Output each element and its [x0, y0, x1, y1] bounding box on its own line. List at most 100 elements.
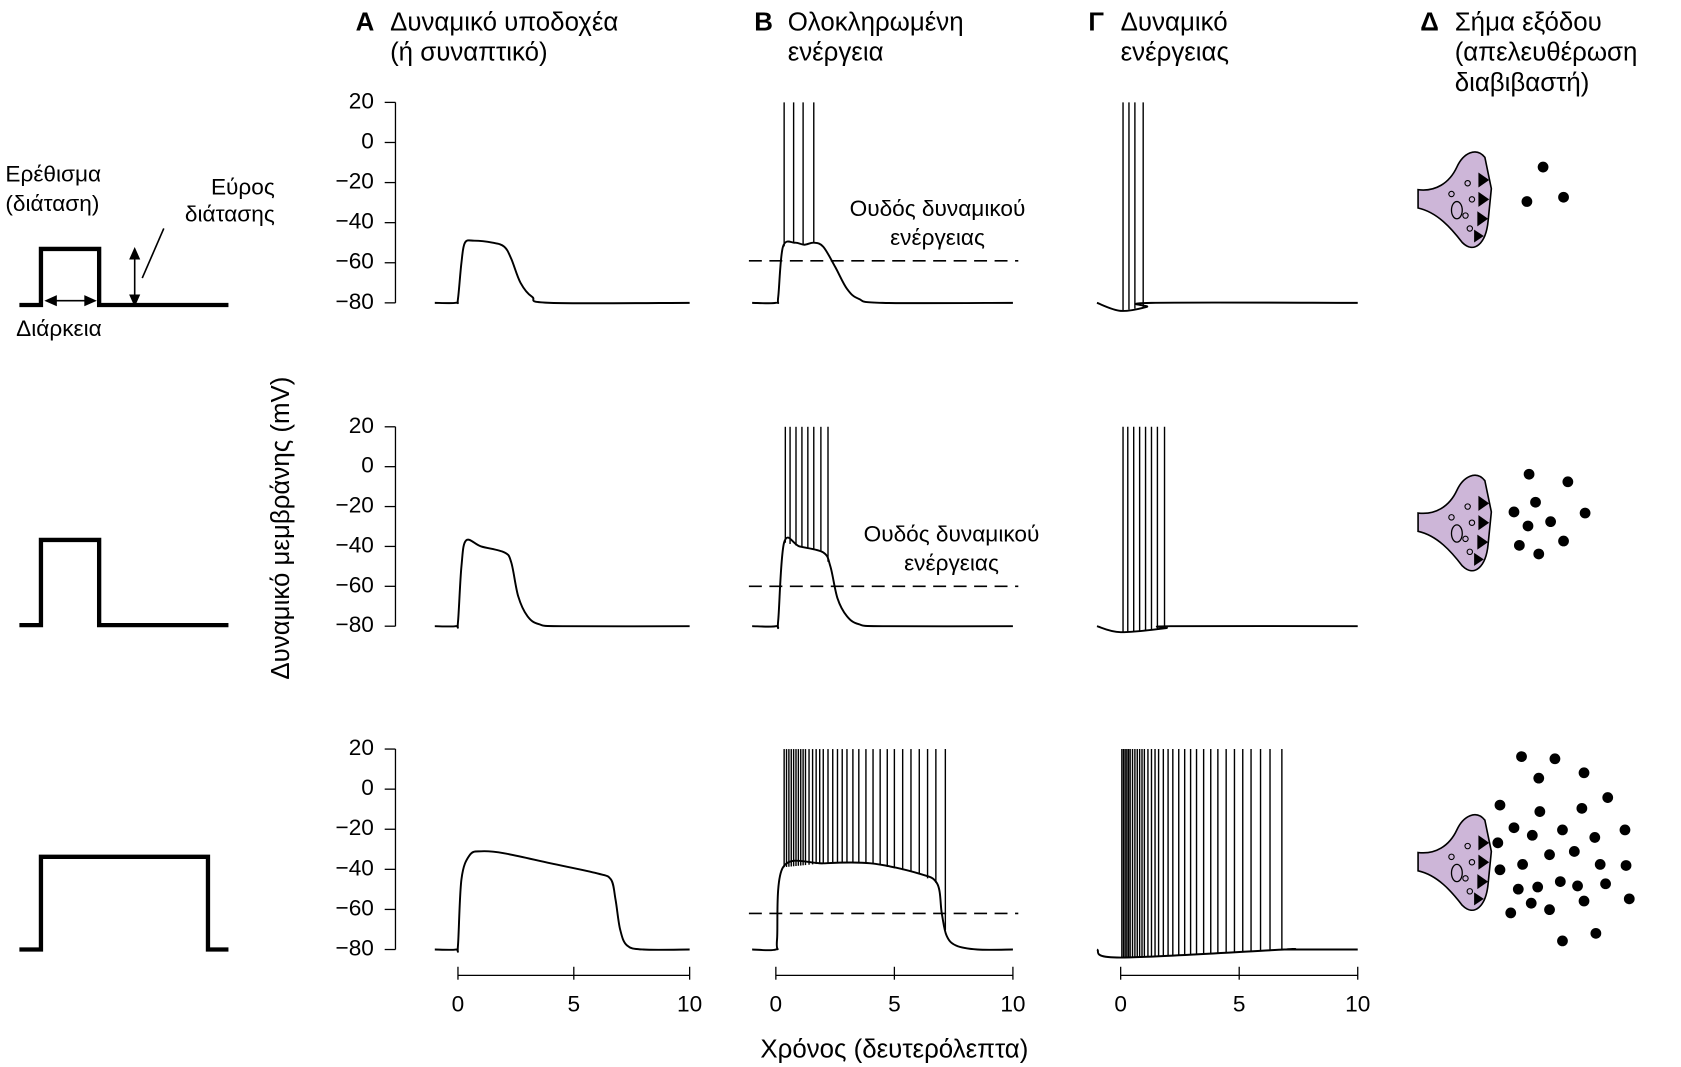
x-tick-label: 0 [770, 992, 783, 1017]
transmitter-dot [1623, 893, 1635, 905]
transmitter-dot [1537, 161, 1549, 173]
x-tick-label: 10 [1345, 992, 1370, 1017]
threshold-label: ενέργειας [890, 225, 985, 250]
column-title: διαβιβαστή) [1455, 69, 1590, 97]
transmitter-dot [1517, 858, 1528, 870]
transmitter-dot [1513, 539, 1525, 551]
x-tick-label: 0 [452, 992, 465, 1017]
transmitter-dot [1576, 802, 1588, 814]
transmitter-dot [1568, 846, 1580, 857]
x-tick-label: 5 [888, 992, 901, 1017]
column-letter: A [356, 9, 375, 37]
column-title: Δυναμικό υποδοχέα [390, 9, 618, 37]
transmitter-dot [1554, 876, 1566, 888]
transmitter-dot [1516, 751, 1527, 762]
transmitter-dot [1521, 196, 1533, 207]
trace [1096, 947, 1358, 959]
transmitter-dot [1532, 881, 1544, 893]
column-title: (απελευθέρωση [1455, 39, 1638, 67]
transmitter-dot [1549, 753, 1561, 765]
y-tick-label: 0 [361, 453, 374, 478]
stimulus-pulse [19, 854, 229, 952]
transmitter-dot [1557, 824, 1568, 836]
y-tick-label: −40 [336, 855, 374, 880]
trace [1096, 301, 1358, 312]
transmitter-dot [1508, 506, 1520, 518]
column-title: Σήμα εξόδου [1455, 9, 1602, 37]
transmitter-dot [1508, 822, 1520, 834]
y-tick-label: 20 [349, 735, 374, 760]
nerve-terminal [1417, 474, 1493, 572]
column-letter: Δ [1420, 9, 1439, 37]
transmitter-dot [1619, 824, 1631, 836]
column-title: Ολοκληρωμένη [788, 9, 964, 37]
nerve-terminal [1417, 813, 1493, 912]
transmitter-dot [1600, 878, 1611, 890]
stimulus-title: Ερέθισμα [5, 162, 101, 187]
y-tick-label: 20 [349, 413, 374, 438]
transmitter-dot [1494, 799, 1506, 811]
y-tick-label: 20 [349, 88, 374, 113]
y-tick-label: −40 [336, 532, 374, 557]
transmitter-dot [1523, 468, 1535, 480]
y-tick-label: −60 [336, 572, 374, 597]
y-tick-label: −40 [336, 209, 374, 234]
transmitter-dot [1525, 897, 1537, 909]
x-tick-label: 5 [568, 992, 581, 1017]
transmitter-dot [1530, 496, 1541, 508]
transmitter-dot [1579, 507, 1591, 519]
y-tick-label: −80 [336, 612, 374, 637]
threshold-label: Ουδός δυναμικού [864, 522, 1040, 547]
trace [434, 239, 690, 305]
duration-label: Διάρκεια [16, 316, 102, 341]
y-tick-label: −80 [336, 289, 374, 314]
column-title: ενέργειας [1121, 39, 1229, 67]
transmitter-dot [1602, 792, 1614, 803]
trace [752, 240, 1013, 305]
transmitter-dot [1590, 927, 1602, 939]
transmitter-dot [1545, 516, 1557, 528]
stimulus-pulses [19, 246, 229, 952]
column-letter: B [754, 9, 773, 37]
y-tick-label: −60 [336, 249, 374, 274]
transmitter-dot [1533, 548, 1545, 560]
transmitter-dot [1526, 829, 1538, 841]
column-title: (ή συναπτικό) [390, 39, 548, 67]
stimulus-title: (διάταση) [5, 191, 99, 216]
transmitter-dot [1572, 880, 1583, 892]
transmitter-dot [1494, 864, 1506, 876]
y-tick-label: 0 [361, 128, 374, 153]
x-tick-label: 10 [1000, 992, 1025, 1017]
x-tick-label: 0 [1114, 992, 1127, 1017]
trace [752, 859, 1013, 952]
transmitter-dot [1534, 806, 1546, 817]
amplitude-label: Εύρος [211, 175, 275, 200]
transmitter-dot [1505, 907, 1517, 919]
y-tick-label: −80 [336, 936, 374, 961]
transmitter-dot [1589, 832, 1601, 843]
y-tick-label: −60 [336, 895, 374, 920]
transmitter-dot [1578, 895, 1590, 907]
stimulus-pulse [19, 537, 229, 628]
transmitter-dot [1578, 767, 1590, 779]
transmitter-dot [1620, 860, 1632, 871]
amplitude-label: διάτασης [185, 202, 275, 227]
nerve-terminal [1417, 151, 1493, 249]
transmitter-dot [1533, 772, 1545, 784]
y-tick-label: −20 [336, 169, 374, 194]
column-letter: Γ [1088, 9, 1104, 37]
transmitter-dot [1512, 883, 1524, 895]
column-title: Δυναμικό [1121, 9, 1228, 37]
trace [434, 850, 690, 953]
x-axis-label: Χρόνος (δευτερόλεπτα) [760, 1036, 1028, 1064]
stimulus-arrows [44, 228, 165, 308]
y-axis-label: Δυναμικό μεμβράνης (mV) [267, 377, 295, 680]
transmitter-dot [1557, 935, 1568, 947]
threshold-label: ενέργειας [904, 551, 999, 576]
y-tick-label: −20 [336, 493, 374, 518]
transmitter-dot [1594, 858, 1606, 870]
trace [1096, 625, 1358, 634]
stimulus-pulse [19, 246, 229, 308]
